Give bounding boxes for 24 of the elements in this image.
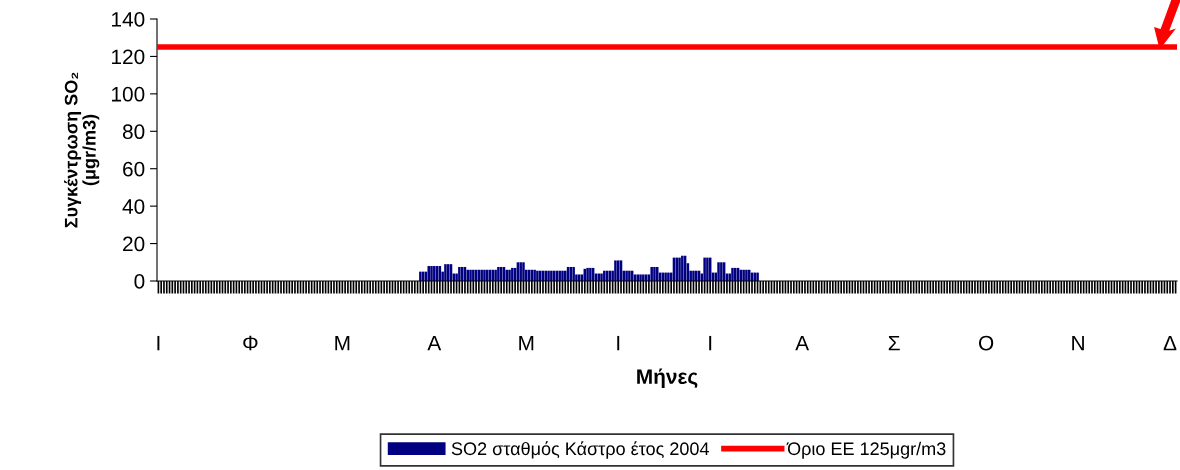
- x-axis-title: Μήνες: [637, 368, 698, 389]
- x-tick-label: Α: [795, 335, 810, 351]
- y-tick-label: 60: [123, 161, 145, 177]
- x-tick-label: Ι: [157, 335, 160, 351]
- x-tick-label: Σ: [888, 335, 900, 351]
- y-tick-label: 80: [122, 124, 145, 140]
- y-tick-label: 100: [112, 86, 145, 102]
- x-tick-label: Φ: [243, 335, 258, 351]
- y-tick-label: 0: [134, 274, 145, 289]
- y-axis-title: Συγκέντρωση SO₂ (μgr/m3): [64, 72, 100, 228]
- y-tick-label: 140: [112, 12, 145, 27]
- x-tick-label: Ι: [709, 335, 712, 351]
- legend-label: Όριο ΕΕ 125μgr/m3: [786, 441, 946, 459]
- x-tick-label: Ν: [1072, 335, 1084, 351]
- x-tick-label: Δ: [1163, 335, 1177, 351]
- y-tick-label: 20: [123, 236, 145, 252]
- y-tick-label: 120: [112, 49, 145, 65]
- legend-label: SO2 σταθμός Κάστρο έτος 2004: [451, 441, 709, 459]
- x-tick-label: Ο: [978, 335, 994, 351]
- x-tick-label: Ι: [617, 335, 620, 351]
- x-tick-label: Μ: [519, 335, 534, 351]
- x-tick-label: Μ: [335, 335, 350, 351]
- y-tick-label: 40: [122, 199, 145, 214]
- x-tick-label: Α: [427, 335, 442, 351]
